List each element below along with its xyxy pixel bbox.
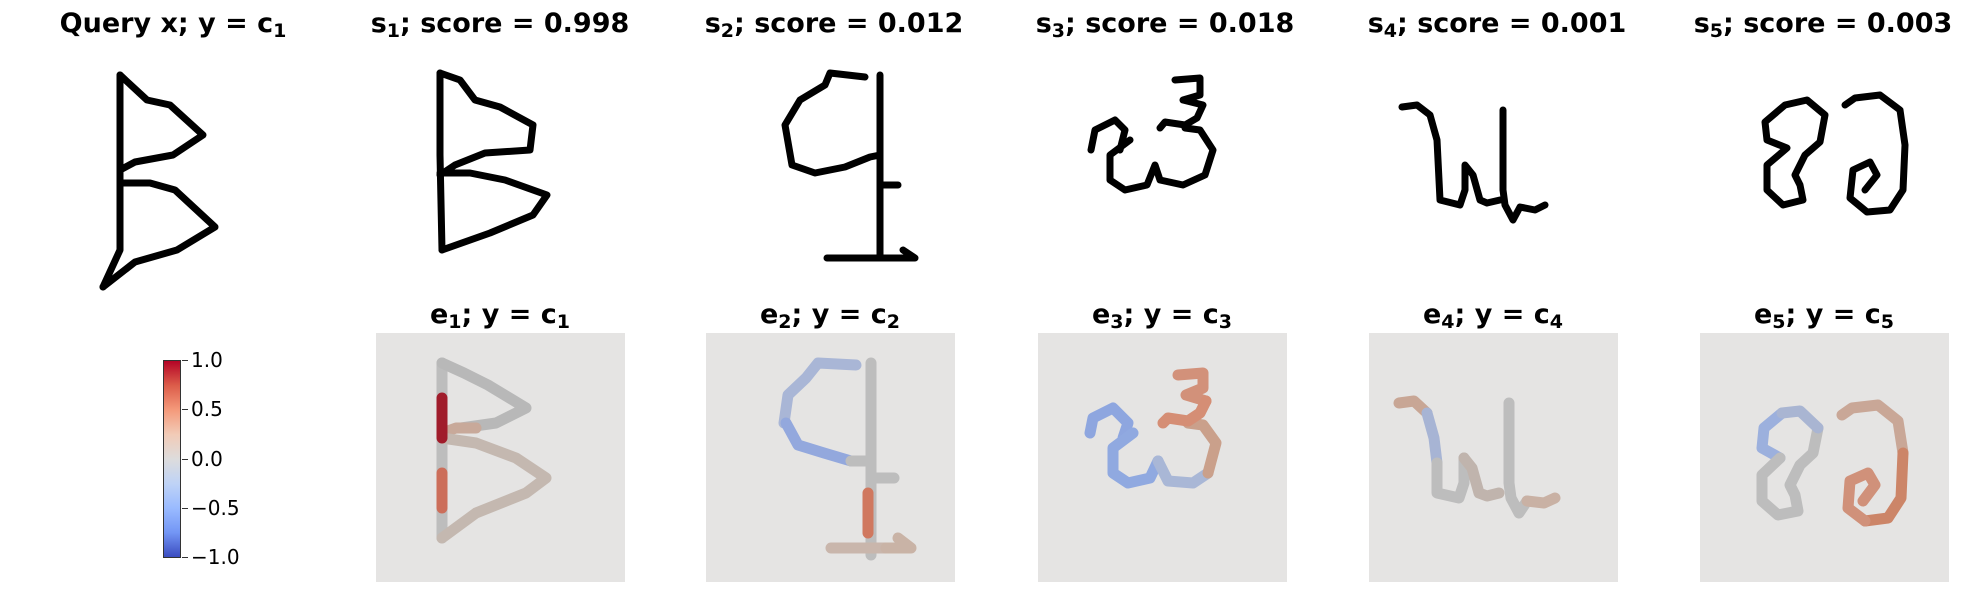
explanation-4-title-e: e — [1422, 299, 1442, 330]
query-glyph-image — [99, 71, 219, 291]
support-4-title-s: s — [1367, 8, 1384, 39]
support-4-title-score: ; score = 0.001 — [1397, 8, 1627, 39]
explanation-2-title-class: ; y = c — [791, 299, 887, 330]
support-3-glyph-image — [1087, 74, 1217, 194]
colorbar-tick-label-max: 1.0 — [191, 348, 223, 372]
support-3-title-score: ; score = 0.018 — [1065, 8, 1295, 39]
explanation-3-title-e: e — [1091, 299, 1111, 330]
colorbar-tick — [182, 459, 188, 460]
support-2-title-score: ; score = 0.012 — [734, 8, 964, 39]
support-1-glyph-image — [436, 69, 551, 254]
explanation-2-title-sub: 2 — [778, 311, 792, 333]
colorbar-tick-label-min: −1.0 — [191, 545, 240, 569]
explanation-3-title-sub: 3 — [1110, 311, 1124, 333]
support-5-title-sub: 5 — [1709, 20, 1724, 42]
support-4-glyph-image — [1398, 101, 1549, 224]
colorbar-tick-label-zero: 0.0 — [191, 447, 223, 471]
explanation-2-title-e: e — [759, 299, 779, 330]
support-5-title-score: ; score = 0.003 — [1723, 8, 1953, 39]
explanation-1-heatmap — [376, 333, 625, 582]
support-2-title-s: s — [704, 8, 721, 39]
support-1-title-sub: 1 — [386, 20, 401, 42]
support-2-title-sub: 2 — [720, 20, 735, 42]
explanation-3-title-class: ; y = c — [1123, 299, 1219, 330]
explanation-5-title-class-sub: 5 — [1880, 311, 1894, 333]
support-3-title-s: s — [1035, 8, 1052, 39]
colorbar-tick-label-half: 0.5 — [191, 397, 223, 421]
support-2-title: s2; score = 0.012 — [694, 10, 974, 41]
support-4-title-sub: 4 — [1383, 20, 1398, 42]
support-4-title: s4; score = 0.001 — [1357, 10, 1637, 41]
colorbar-tick — [182, 557, 188, 558]
explanation-2-title-class-sub: 2 — [886, 311, 900, 333]
explanation-4-title-sub: 4 — [1441, 311, 1455, 333]
support-5-glyph-image — [1761, 91, 1909, 216]
colorbar — [163, 360, 181, 558]
explanation-1-title: e1; y = c1 — [375, 301, 625, 332]
explanation-2-title: e2; y = c2 — [705, 301, 955, 332]
explanation-3-title: e3; y = c3 — [1037, 301, 1287, 332]
support-1-title-s: s — [370, 8, 387, 39]
explanation-4-title-class-sub: 4 — [1549, 311, 1563, 333]
query-title-text: Query x; y = c — [59, 8, 274, 39]
colorbar-tick-label-neg-half: −0.5 — [191, 496, 240, 520]
support-1-title: s1; score = 0.998 — [360, 10, 640, 41]
explanation-2-heatmap — [706, 333, 955, 582]
explanation-5-title-sub: 5 — [1772, 311, 1786, 333]
query-title: Query x; y = c1 — [58, 10, 288, 41]
colorbar-tick — [182, 409, 188, 410]
explanation-5-title-class: ; y = c — [1785, 299, 1881, 330]
colorbar-tick — [182, 508, 188, 509]
query-title-sub: 1 — [273, 20, 287, 42]
support-5-title: s5; score = 0.003 — [1683, 10, 1963, 41]
explanation-5-title-e: e — [1753, 299, 1773, 330]
support-2-glyph-image — [781, 69, 919, 262]
support-3-title-sub: 3 — [1051, 20, 1066, 42]
explanation-3-heatmap — [1038, 333, 1287, 582]
explanation-4-title-class: ; y = c — [1454, 299, 1550, 330]
explanation-4-heatmap — [1369, 333, 1618, 582]
support-3-title: s3; score = 0.018 — [1025, 10, 1305, 41]
explanation-5-heatmap — [1700, 333, 1949, 582]
support-1-title-score: ; score = 0.998 — [400, 8, 630, 39]
explanation-1-title-sub: 1 — [448, 311, 462, 333]
explanation-1-title-class-sub: 1 — [556, 311, 570, 333]
explanation-1-title-class: ; y = c — [461, 299, 557, 330]
explanation-5-title: e5; y = c5 — [1699, 301, 1949, 332]
explanation-3-title-class-sub: 3 — [1218, 311, 1232, 333]
support-5-title-s: s — [1693, 8, 1710, 39]
explanation-1-title-e: e — [429, 299, 449, 330]
colorbar-tick — [182, 360, 188, 361]
explanation-4-title: e4; y = c4 — [1368, 301, 1618, 332]
